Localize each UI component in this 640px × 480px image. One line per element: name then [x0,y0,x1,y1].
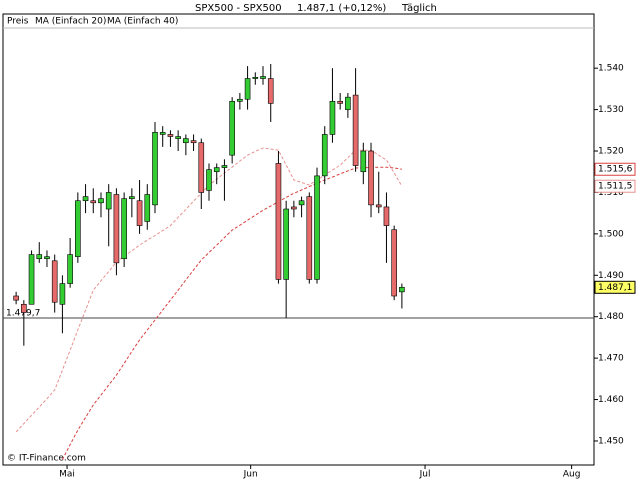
candle-body [298,200,305,206]
price-label: Preis [7,17,29,27]
candle-body [105,192,112,210]
candle-body [51,260,58,303]
candle-body [321,134,328,177]
candle-body [267,78,274,104]
chart-subtitle: 1.487,1 (+0,12%) [297,3,386,14]
candle-body [252,76,259,79]
candle-body [90,200,97,204]
candle-body [291,206,297,210]
candle-body [368,150,374,206]
candle-body [44,256,50,260]
candle-body [113,194,120,264]
legend-entry: MA (Einfach 40) [107,17,178,27]
x-tick-label: Jul [419,470,431,480]
candle-body [59,283,66,305]
candle-body [383,206,390,226]
candle-body [221,165,228,168]
candle-body [283,208,289,280]
candle-body [190,140,197,144]
candle-body [175,136,181,139]
candle-body [75,200,81,257]
last-value-label: 1.515,6 [598,165,633,175]
y-tick-label: 1.540 [598,64,624,74]
candle-body [352,94,359,166]
candle-body [21,303,27,313]
candle-body [13,295,19,301]
legend-entry: MA (Einfach 20) [35,17,106,27]
period: Täglich [401,3,437,14]
x-tick-label: Jun [243,470,258,480]
moving-average [61,166,402,460]
candle-body [152,132,158,206]
y-tick-label: 1.520 [598,147,624,157]
candle-body [159,132,166,135]
last-value-label: 1.487,1 [598,283,632,293]
candle-body [306,196,313,280]
last-value-box [594,162,636,176]
candle-body [136,200,143,226]
last-value-box [594,280,636,294]
candle-body [329,101,336,135]
candle-body [98,198,104,204]
last-value-label: 1.511,5 [598,182,632,192]
candle-body [244,78,251,100]
x-tick-label: Aug [563,470,581,480]
candle-body [399,287,405,293]
candle-body [36,254,43,260]
candle-body [260,76,266,79]
y-tick-label: 1.530 [598,105,624,115]
y-tick-label: 1.450 [598,436,624,446]
plot-frame [2,13,595,466]
reference-label: 1.479,7 [6,308,40,318]
candle-body [198,142,205,193]
last-value-box [594,179,636,193]
candle-body [375,204,382,208]
candle-body [144,194,151,222]
candle-body [345,96,351,110]
candle-body [275,163,282,280]
y-tick-label: 1.510 [598,188,624,198]
candle-body [67,254,73,284]
candle-body [121,198,127,260]
candle-body [229,101,235,156]
candle-body [28,254,35,305]
candle-body [183,138,189,144]
y-tick-label: 1.470 [598,354,624,364]
candle-body [314,175,320,280]
x-tick-label: Mai [59,470,75,480]
candle-body [337,101,343,104]
y-tick-label: 1.500 [598,229,624,239]
candle-body [167,134,174,137]
candle-body [237,98,243,102]
candle-body [360,150,367,173]
credit: © IT-Finance.com [7,454,86,464]
candle-body [206,169,212,191]
candle-body [391,229,397,297]
chart-title: SPX500 - SPX500 [195,3,282,14]
y-tick-label: 1.460 [598,395,624,405]
y-tick-label: 1.490 [598,271,624,281]
candle-body [82,196,89,202]
y-tick-label: 1.480 [598,312,624,322]
candle-body [129,196,135,199]
candle-body [213,167,220,173]
